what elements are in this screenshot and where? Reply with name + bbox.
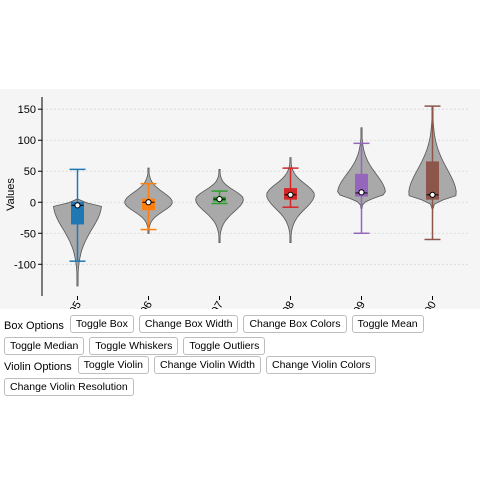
change-box-colors-button[interactable]: Change Box Colors [243,315,347,333]
y-tick-label: 100 [18,135,36,147]
violin-1997 [195,168,244,243]
change-violin-width-button[interactable]: Change Violin Width [154,356,261,374]
y-tick-label: -100 [14,259,36,271]
toggle-mean-button[interactable]: Toggle Mean [351,315,424,333]
x-tick-label: 1998 [274,300,297,310]
x-tick-label: 1995 [61,300,84,310]
change-box-width-button[interactable]: Change Box Width [138,315,239,333]
mean-dot-1996 [145,199,152,206]
mean-dot-1998 [287,191,294,198]
mean-dot-2000 [429,191,436,198]
mean-dot-1999 [358,189,365,196]
toggle-outliers-button[interactable]: Toggle Outliers [183,337,266,355]
box-options-panel: Box Options Toggle Box Change Box Width … [4,315,474,359]
change-violin-resolution-button[interactable]: Change Violin Resolution [4,378,134,396]
violin-options-panel: Violin Options Toggle Violin Change Viol… [4,356,474,400]
x-tick-label: 1997 [203,300,226,310]
y-tick-label: 0 [30,197,36,209]
toggle-box-button[interactable]: Toggle Box [69,315,134,333]
violin-chart: -100 -50 0 50 100 150 Values 1995 1996 1997 1998 19… [5,97,468,310]
box-1999 [355,173,368,197]
box-1995 [71,201,84,225]
y-tick-label: 50 [24,166,36,178]
box-2000 [426,161,439,200]
violin-options-label: Violin Options [4,361,72,373]
box-options-label: Box Options [4,320,64,332]
x-tick-label: 2000 [416,300,439,310]
y-tick-label: 150 [18,104,36,116]
toggle-violin-button[interactable]: Toggle Violin [77,356,150,374]
x-tick-label: 1996 [132,300,155,310]
toggle-median-button[interactable]: Toggle Median [4,337,85,355]
toggle-whiskers-button[interactable]: Toggle Whiskers [89,337,179,355]
change-violin-colors-button[interactable]: Change Violin Colors [265,356,377,374]
y-axis-label: Values [5,178,17,211]
mean-dot-1997 [216,196,223,203]
x-tick-label: 1999 [345,300,368,310]
mean-dot-1995 [74,202,81,209]
y-tick-label: -50 [20,228,36,240]
